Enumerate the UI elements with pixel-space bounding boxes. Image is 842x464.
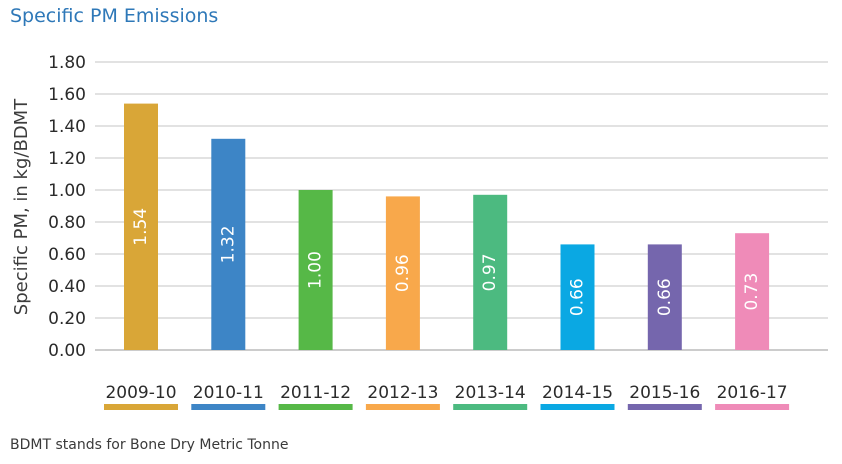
x-tick-label: 2010-11 (193, 383, 264, 403)
bar-chart: 0.00 0.20 0.40 0.60 0.80 1.00 1.20 1.40 1.60 1.80… (11, 53, 828, 410)
bar-value-label: 1.54 (131, 208, 151, 246)
bar (735, 233, 770, 350)
category-color-swatch (278, 404, 353, 410)
y-tick-label: 0.60 (48, 245, 86, 265)
category-color-swatch (715, 404, 790, 410)
bar (385, 196, 420, 350)
bar-value-label: 1.32 (218, 225, 238, 263)
x-tick-label: 2016-17 (717, 383, 788, 403)
category-color-swatch (191, 404, 266, 410)
bar (647, 244, 682, 350)
y-tick-label: 0.40 (48, 277, 86, 297)
bars: 1.54 1.32 1.00 0.96 0.97 0.66 0.66 0.73 (124, 103, 770, 350)
x-tick-label: 2013-14 (455, 383, 526, 403)
bar (211, 138, 246, 350)
y-tick-label: 0.80 (48, 213, 86, 233)
category-color-swatch (453, 404, 528, 410)
x-tick-label: 2014-15 (542, 383, 613, 403)
x-tick-label: 2012-13 (367, 383, 438, 403)
x-tick-label: 2011-12 (280, 383, 351, 403)
y-axis-label: Specific PM, in kg/BDMT (11, 98, 32, 315)
bar-value-label: 0.97 (480, 253, 500, 291)
bar (473, 194, 508, 350)
y-tick-label: 1.60 (48, 85, 86, 105)
bar (124, 103, 158, 350)
bar (560, 244, 595, 350)
footnote: BDMT stands for Bone Dry Metric Tonne (10, 437, 289, 453)
x-tick-label: 2009-10 (105, 383, 176, 403)
bar-value-label: 1.00 (306, 251, 326, 289)
x-tick-label: 2015-16 (629, 383, 700, 403)
bar-value-label: 0.96 (393, 254, 413, 292)
x-axis-ticks: 2009-10 2010-11 2011-12 2012-13 2013-14 2014-… (104, 383, 790, 410)
bar-value-label: 0.73 (742, 273, 762, 311)
category-color-swatch (365, 404, 440, 410)
y-axis-ticks: 0.00 0.20 0.40 0.60 0.80 1.00 1.20 1.40 1.60 1.80 (48, 53, 86, 361)
bar-value-label: 0.66 (568, 278, 588, 316)
y-tick-label: 1.80 (48, 53, 86, 73)
chart-title: Specific PM Emissions (10, 5, 219, 27)
y-tick-label: 1.40 (48, 117, 86, 137)
bar (298, 190, 333, 350)
y-tick-label: 0.20 (48, 309, 86, 329)
y-tick-label: 1.20 (48, 149, 86, 169)
category-color-swatch (627, 404, 702, 410)
bar-value-label: 0.66 (655, 278, 675, 316)
gridlines (95, 61, 828, 351)
category-color-swatch (540, 404, 615, 410)
category-color-swatch (104, 404, 178, 410)
y-tick-label: 1.00 (48, 181, 86, 201)
y-tick-label: 0.00 (48, 341, 86, 361)
